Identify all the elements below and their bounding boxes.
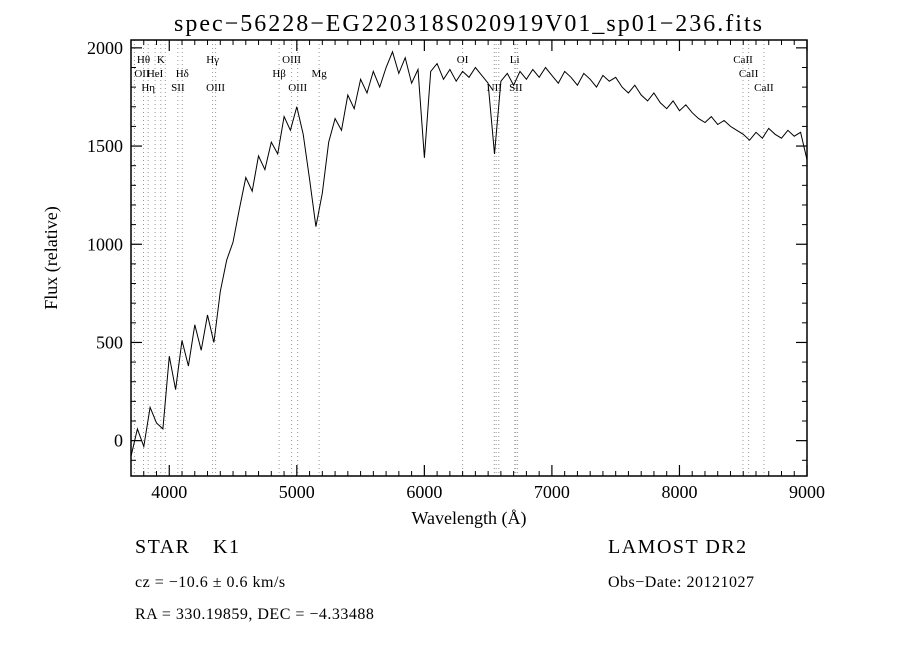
survey-text: LAMOST DR2	[608, 536, 748, 558]
spectral-line-label: Hγ	[206, 54, 219, 66]
spectral-line-label: OIII	[282, 54, 301, 66]
spectral-line-label: OIII	[288, 82, 307, 94]
y-tick-label: 500	[96, 332, 123, 352]
spectral-line-label: K	[157, 54, 165, 66]
spectral-line-label: Hθ	[137, 54, 150, 66]
spectral-line-label: HeI	[147, 68, 164, 80]
y-tick-label: 1500	[87, 136, 123, 156]
spectral-line-label: SII	[171, 82, 185, 94]
classification-text: STAR	[135, 536, 191, 558]
x-tick-label: 8000	[661, 482, 697, 502]
spectrum-trace	[130, 50, 808, 457]
y-tick-label: 0	[114, 431, 123, 451]
x-axis-label: Wavelength (Å)	[411, 508, 526, 529]
spectral-line-label: SII	[509, 82, 523, 94]
spectral-line-label: OIII	[206, 82, 225, 94]
x-tick-label: 6000	[406, 482, 442, 502]
spectral-line-label: OI	[457, 54, 469, 66]
spectral-line-label: CaII	[733, 54, 753, 66]
y-tick-label: 2000	[87, 38, 123, 58]
spectral-line-label: NII	[487, 82, 503, 94]
x-tick-label: 7000	[534, 482, 570, 502]
x-tick-label: 5000	[279, 482, 315, 502]
cz-text: cz = −10.6 ± 0.6 km/s	[135, 574, 286, 591]
spectral-line-label: Hδ	[176, 68, 189, 80]
chart-title: spec−56228−EG220318S020919V01_sp01−236.f…	[174, 11, 764, 37]
spectral-line-label: Hβ	[272, 68, 286, 80]
spectral-line-label: OII	[134, 68, 150, 80]
x-tick-label: 4000	[151, 482, 187, 502]
subclass-text: K1	[213, 536, 240, 558]
spectral-line-label: Hη	[141, 82, 155, 94]
obsdate-text: Obs−Date: 20121027	[608, 574, 754, 591]
coords-text: RA = 330.19859, DEC = −4.33488	[135, 606, 374, 623]
spectral-line-label: Li	[510, 54, 520, 66]
spectral-line-label: Mg	[311, 68, 327, 80]
x-tick-label: 9000	[789, 482, 825, 502]
plot-frame	[130, 39, 808, 477]
plot-area: 4000 5000 6000 7000 8000 9000 0 500 1000 1500 2000…	[87, 38, 825, 502]
spectral-line-label: CaII	[739, 68, 759, 80]
spectral-line-label: CaII	[754, 82, 774, 94]
y-axis-label: Flux (relative)	[41, 206, 62, 309]
y-tick-label: 1000	[87, 234, 123, 254]
